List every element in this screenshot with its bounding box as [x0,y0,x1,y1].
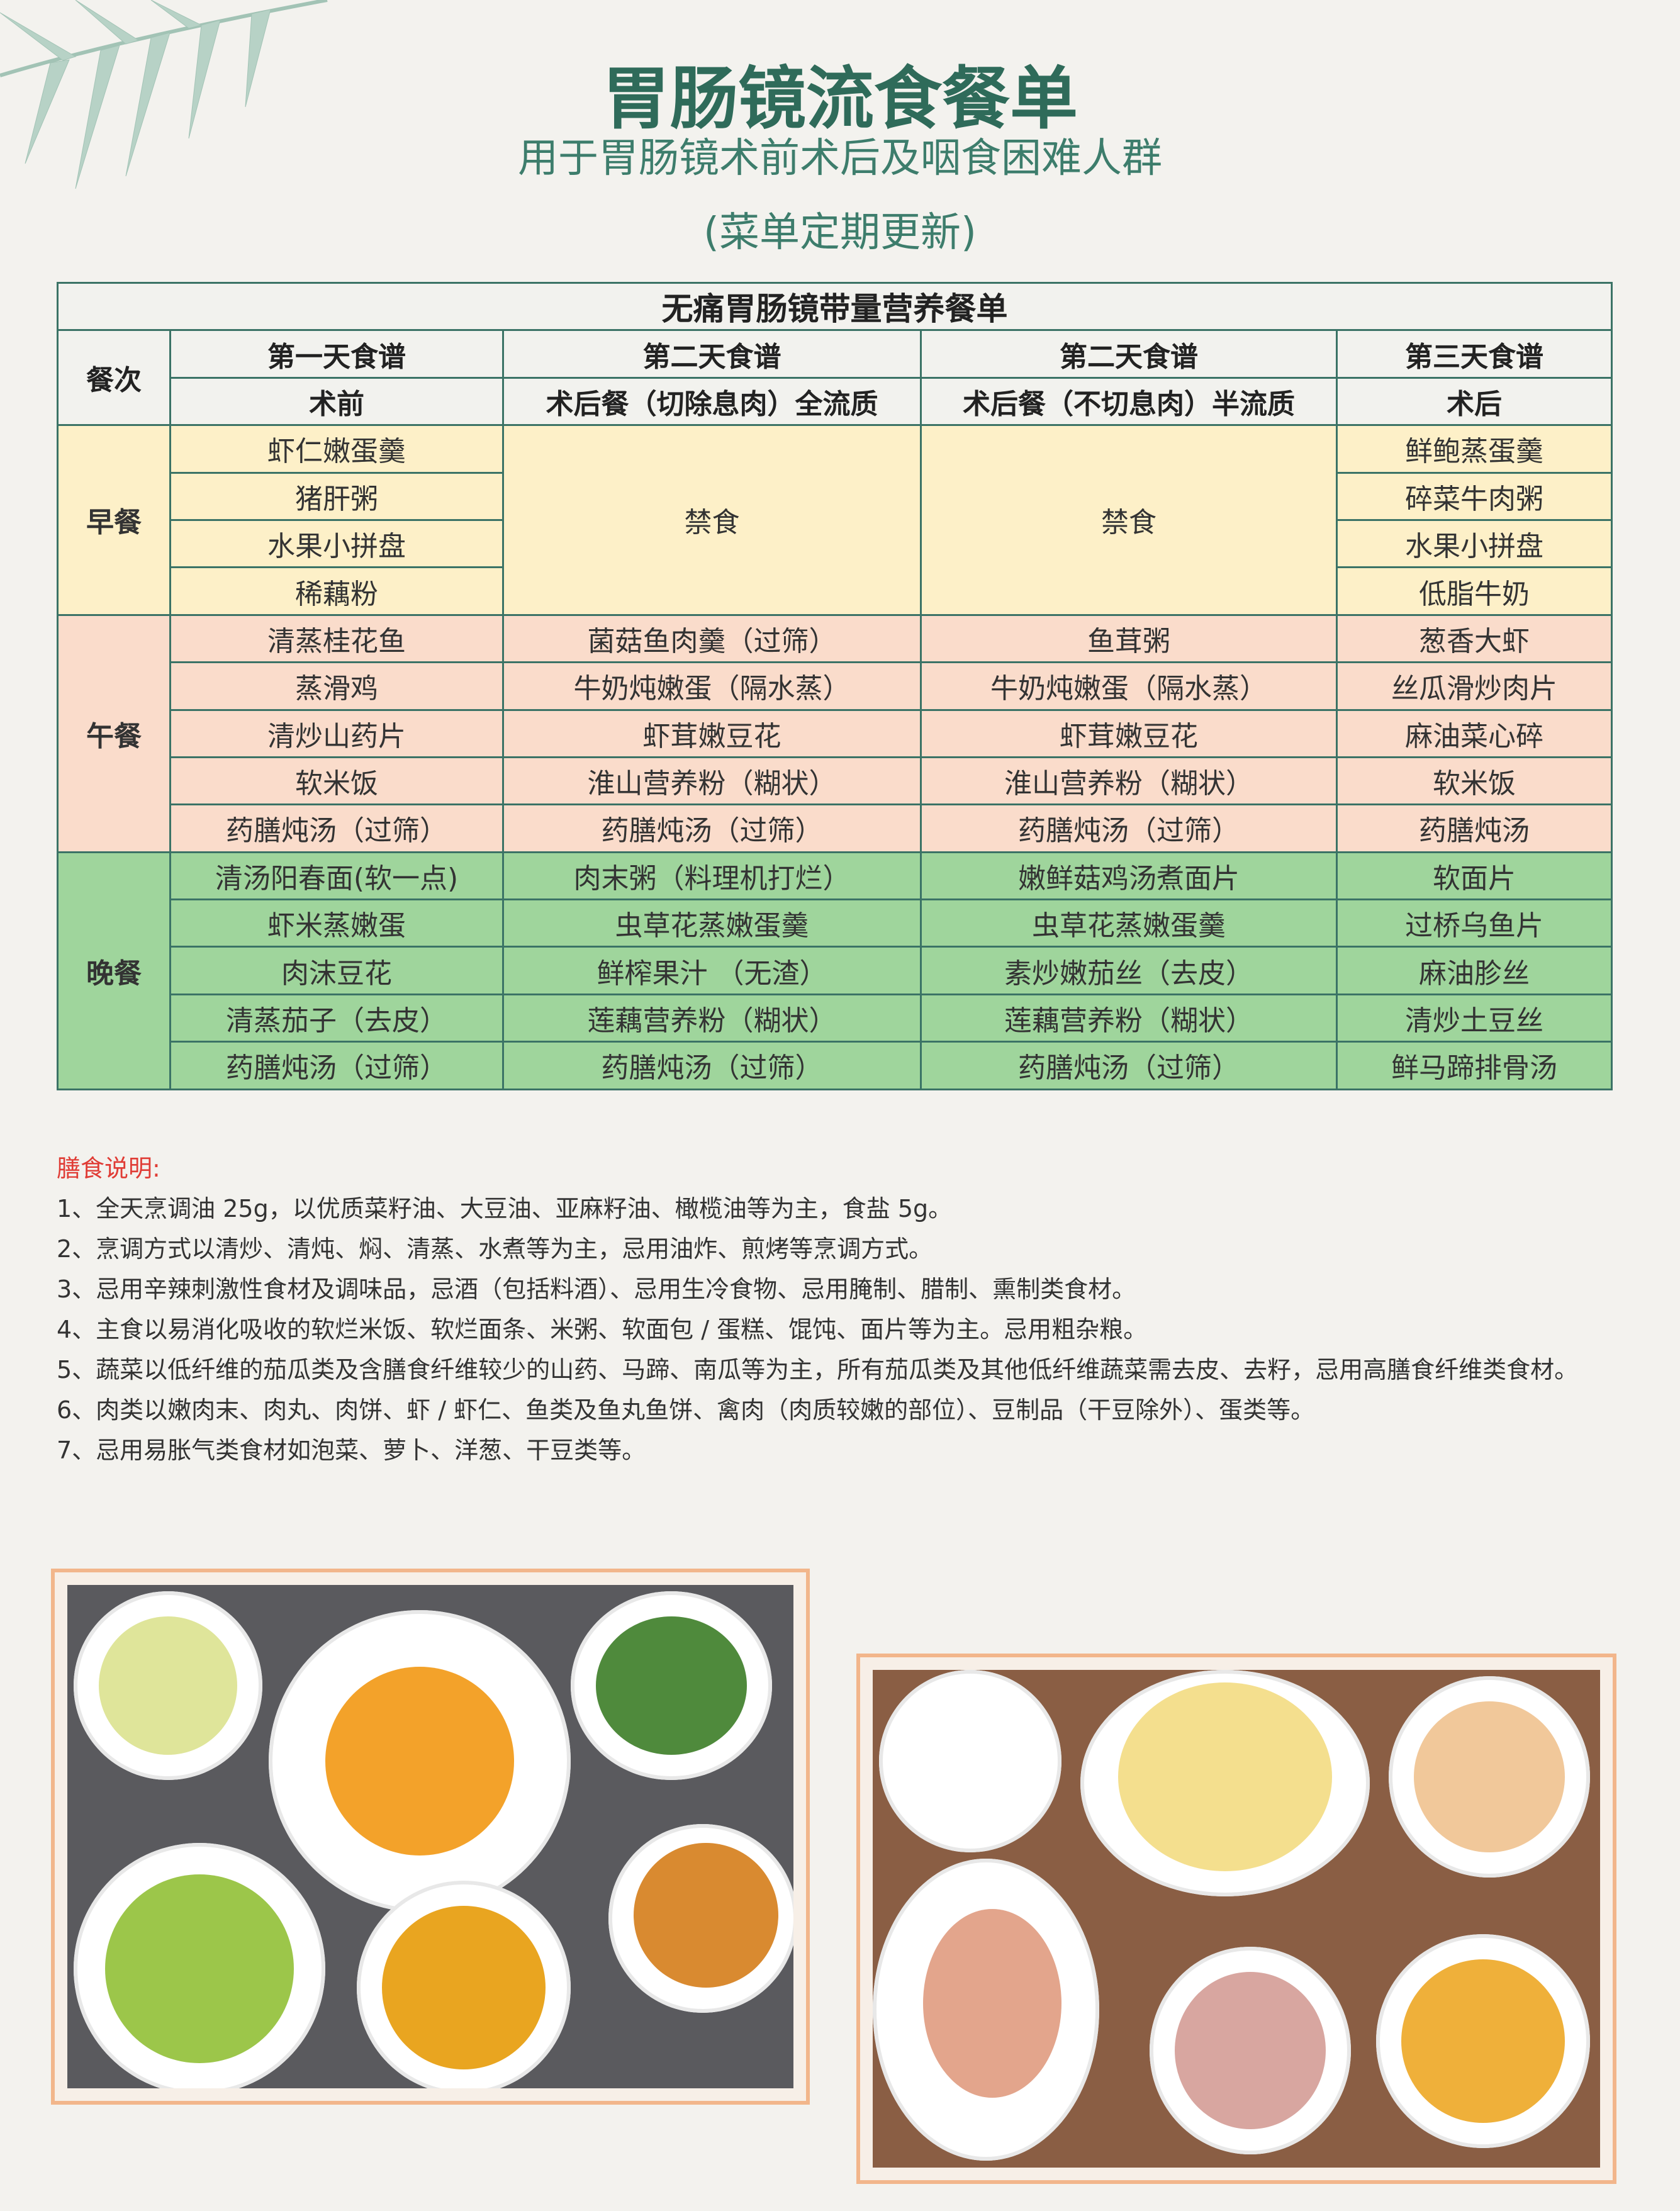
menu-cell: 药膳炖汤（过筛） [169,1041,504,1090]
menu-cell: 牛奶炖嫩蛋（隔水蒸） [920,661,1338,711]
menu-cell: 鲜马蹄排骨汤 [1335,1041,1613,1090]
food-photo-2 [856,1654,1616,2184]
menu-cell: 水果小拼盘 [1335,518,1613,569]
meal-column-header: 餐次 [57,329,171,427]
table-row: 晚餐 清汤阳春面(软一点) 肉末粥（料理机打烂） 嫩鲜菇鸡汤煮面片 软面片 [57,851,1613,1090]
page-subtitle: 用于胃肠镜术前术后及咽食困难人群 [518,135,1162,182]
table-row: 清蒸茄子（去皮） 莲藕营养粉（糊状） 莲藕营养粉（糊状） 清炒土豆丝 [57,993,1613,1043]
menu-cell: 稀藕粉 [169,566,504,616]
food-photo-1 [51,1569,810,2105]
menu-cell: 莲藕营养粉（糊状） [502,993,922,1043]
menu-cell: 淮山营养粉（糊状） [920,756,1338,806]
menu-cell: 菌菇鱼肉羹（过筛） [502,613,922,664]
menu-cell: 鱼茸粥 [920,613,1338,664]
menu-cell: 过桥乌鱼片 [1335,898,1613,948]
phase-header: 术后餐（切除息肉）全流质 [502,376,922,427]
note-item: 6、肉类以嫩肉末、肉丸、肉饼、虾 / 虾仁、鱼类及鱼丸鱼饼、禽肉（肉质较嫩的部位… [57,1396,1315,1424]
notes-heading: 膳食说明: [57,1155,160,1182]
table-row: 药膳炖汤（过筛） 药膳炖汤（过筛） 药膳炖汤（过筛） 药膳炖汤 [57,803,1613,853]
day-header: 第三天食谱 [1335,329,1613,379]
fasting-cell: 禁食 [920,424,1338,616]
meal-label: 午餐 [57,613,171,853]
note-item: 7、忌用易胀气类食材如泡菜、萝卜、洋葱、干豆类等。 [57,1436,646,1464]
menu-cell: 肉沫豆花 [169,946,504,995]
menu-cell: 清炒土豆丝 [1335,993,1613,1043]
menu-cell: 清汤阳春面(软一点) [169,851,504,901]
day-header: 第二天食谱 [920,329,1338,379]
meal-plan-table: 无痛胃肠镜带量营养餐单 餐次 第一天食谱 第二天食谱 第二天食谱 第三天食谱 术… [56,281,1613,1090]
table-row: 药膳炖汤（过筛） 药膳炖汤（过筛） 药膳炖汤（过筛） 鲜马蹄排骨汤 [57,1041,1613,1090]
menu-cell: 莲藕营养粉（糊状） [920,993,1338,1043]
meal-label: 早餐 [57,424,171,616]
note-item: 5、蔬菜以低纤维的茄瓜类及含膳食纤维较少的山药、马蹄、南瓜等为主，所有茄瓜类及其… [57,1356,1579,1384]
phase-header: 术前 [169,376,504,427]
note-item: 2、烹调方式以清炒、清炖、焖、清蒸、水煮等为主，忌用油炸、煎烤等烹调方式。 [57,1235,933,1263]
day-header: 第一天食谱 [169,329,504,379]
menu-cell: 嫩鲜菇鸡汤煮面片 [920,851,1338,901]
table-row: 午餐 清蒸桂花鱼 菌菇鱼肉羹（过筛） 鱼茸粥 葱香大虾 [57,613,1613,853]
menu-cell: 猪肝粥 [169,471,504,521]
table-title: 无痛胃肠镜带量营养餐单 [56,281,1613,332]
page-title: 胃肠镜流食餐单 [602,60,1078,138]
note-item: 3、忌用辛辣刺激性食材及调味品，忌酒（包括料酒）、忌用生冷食物、忌用腌制、腊制、… [57,1275,1136,1303]
menu-cell: 药膳炖汤（过筛） [502,803,922,853]
menu-cell: 素炒嫩茄丝（去皮） [920,946,1338,995]
menu-cell: 低脂牛奶 [1335,566,1613,616]
menu-cell: 鲜鲍蒸蛋羹 [1335,424,1613,474]
menu-cell: 清炒山药片 [169,708,504,758]
menu-cell: 药膳炖汤（过筛） [502,1041,922,1090]
menu-cell: 软米饭 [169,756,504,806]
day-header: 第二天食谱 [502,329,922,379]
menu-cell: 虾仁嫩蛋羹 [169,424,504,474]
table-row: 清炒山药片 虾茸嫩豆花 虾茸嫩豆花 麻油菜心碎 [57,708,1613,758]
table-row: 肉沫豆花 鲜榨果汁 （无渣） 素炒嫩茄丝（去皮） 麻油胗丝 [57,946,1613,995]
note-item: 4、主食以易消化吸收的软烂米饭、软烂面条、米粥、软面包 / 蛋糕、馄饨、面片等为… [57,1316,1148,1343]
menu-cell: 牛奶炖嫩蛋（隔水蒸） [502,661,922,711]
fasting-cell: 禁食 [502,424,922,616]
menu-cell: 虾茸嫩豆花 [502,708,922,758]
menu-cell: 麻油胗丝 [1335,946,1613,995]
menu-cell: 虾茸嫩豆花 [920,708,1338,758]
menu-cell: 药膳炖汤（过筛） [920,803,1338,853]
table-row: 虾米蒸嫩蛋 虫草花蒸嫩蛋羹 虫草花蒸嫩蛋羹 过桥乌鱼片 [57,898,1613,948]
menu-cell: 软面片 [1335,851,1613,901]
menu-cell: 虾米蒸嫩蛋 [169,898,504,948]
menu-cell: 丝瓜滑炒肉片 [1335,661,1613,711]
meal-label: 晚餐 [57,851,171,1090]
menu-cell: 药膳炖汤（过筛） [169,803,504,853]
diet-notes: 膳食说明: 1、全天烹调油 25g，以优质菜籽油、大豆油、亚麻籽油、橄榄油等为主… [57,1148,1630,1470]
menu-cell: 水果小拼盘 [169,518,504,569]
menu-cell: 清蒸桂花鱼 [169,613,504,664]
menu-cell: 虫草花蒸嫩蛋羹 [502,898,922,948]
table-row: 蒸滑鸡 牛奶炖嫩蛋（隔水蒸） 牛奶炖嫩蛋（隔水蒸） 丝瓜滑炒肉片 [57,661,1613,711]
phase-header: 术后餐（不切息肉）半流质 [920,376,1338,427]
menu-cell: 药膳炖汤（过筛） [920,1041,1338,1090]
menu-cell: 软米饭 [1335,756,1613,806]
menu-cell: 淮山营养粉（糊状） [502,756,922,806]
note-item: 1、全天烹调油 25g，以优质菜籽油、大豆油、亚麻籽油、橄榄油等为主，食盐 5g… [57,1195,953,1223]
menu-cell: 麻油菜心碎 [1335,708,1613,758]
leaf-decoration [0,0,328,189]
menu-cell: 蒸滑鸡 [169,661,504,711]
table-row: 早餐 虾仁嫩蛋羹 禁食 禁食 鲜鲍蒸蛋羹 [57,424,1613,616]
menu-cell: 葱香大虾 [1335,613,1613,664]
menu-cell: 碎菜牛肉粥 [1335,471,1613,521]
update-note: (菜单定期更新) [703,210,977,256]
menu-cell: 肉末粥（料理机打烂） [502,851,922,901]
phase-header: 术后 [1335,376,1613,427]
menu-cell: 清蒸茄子（去皮） [169,993,504,1043]
table-row: 软米饭 淮山营养粉（糊状） 淮山营养粉（糊状） 软米饭 [57,756,1613,806]
menu-cell: 药膳炖汤 [1335,803,1613,853]
menu-cell: 虫草花蒸嫩蛋羹 [920,898,1338,948]
menu-cell: 鲜榨果汁 （无渣） [502,946,922,995]
